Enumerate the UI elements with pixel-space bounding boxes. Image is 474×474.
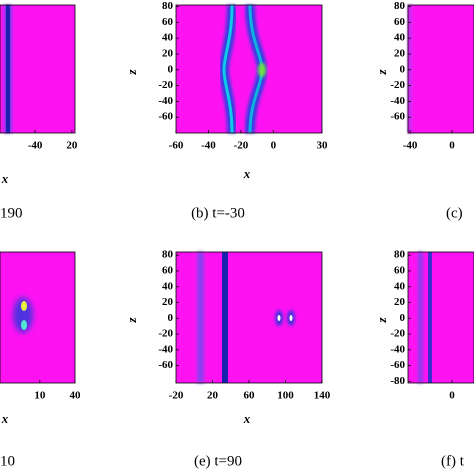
x-axis-label: x — [1, 411, 9, 426]
panel-caption: 10 — [0, 453, 15, 469]
x-tick-label: 40 — [70, 390, 82, 402]
x-tick-label: -40 — [28, 140, 43, 152]
x-tick-label: -20 — [234, 140, 249, 152]
y-tick-label: 0 — [168, 312, 174, 324]
y-tick-label: 80 — [162, 0, 174, 12]
y-tick-label: 80 — [162, 249, 174, 261]
x-tick-label: 10 — [34, 390, 46, 402]
y-tick-label: -80 — [390, 375, 405, 387]
y-axis-label: z — [374, 317, 389, 324]
y-tick-label: -60 — [390, 111, 405, 123]
x-tick-label: 0 — [449, 390, 455, 402]
y-tick-label: 40 — [162, 280, 174, 292]
y-tick-label: 60 — [394, 264, 406, 276]
x-tick-label: 100 — [277, 390, 294, 402]
panel-caption: (f) t — [441, 453, 465, 469]
plot-frame — [407, 251, 474, 384]
y-tick-label: -40 — [158, 343, 173, 355]
y-tick-label: 60 — [162, 264, 174, 276]
y-tick-label: 80 — [394, 249, 406, 261]
y-tick-label: -40 — [390, 95, 405, 107]
plot-frame — [175, 251, 323, 384]
y-tick-label: 20 — [394, 296, 406, 308]
y-tick-label: 0 — [168, 63, 174, 75]
y-tick-label: -40 — [390, 343, 405, 355]
plot-frame — [175, 4, 323, 134]
x-tick-label: 140 — [314, 390, 331, 402]
x-tick-label: -20 — [169, 390, 184, 402]
x-axis-label: x — [1, 171, 9, 186]
field-f — [408, 252, 474, 383]
x-tick-label: 0 — [271, 140, 277, 152]
y-axis-label: z — [374, 69, 389, 76]
panel-caption: (c) — [446, 205, 463, 221]
panel-caption: (b) t=-30 — [191, 205, 245, 221]
x-tick-label: -40 — [403, 140, 418, 152]
y-tick-label: -20 — [390, 79, 405, 91]
field-e — [176, 252, 322, 383]
plot-frame — [407, 4, 474, 134]
x-tick-label: -40 — [201, 140, 216, 152]
y-tick-label: 80 — [394, 0, 406, 12]
x-tick-label: 30 — [317, 140, 329, 152]
x-tick-label: 0 — [449, 140, 455, 152]
field-c — [408, 5, 474, 133]
x-tick-label: 20 — [66, 140, 78, 152]
y-tick-label: -20 — [390, 328, 405, 340]
panel-caption: 190 — [0, 205, 23, 221]
y-axis-label: z — [124, 69, 139, 76]
y-tick-label: 60 — [162, 16, 174, 28]
y-tick-label: -60 — [390, 359, 405, 371]
x-tick-label: -60 — [169, 140, 184, 152]
y-tick-label: 40 — [394, 280, 406, 292]
x-tick-label: 60 — [244, 390, 256, 402]
y-axis-label: z — [124, 317, 139, 324]
y-tick-label: 60 — [394, 16, 406, 28]
field-a — [0, 5, 75, 133]
plot-frame — [0, 4, 76, 134]
x-axis-label: x — [243, 411, 251, 426]
y-tick-label: -20 — [158, 328, 173, 340]
x-tick-label: 20 — [207, 390, 219, 402]
y-tick-label: -60 — [158, 359, 173, 371]
y-tick-label: 0 — [400, 312, 406, 324]
y-tick-label: 40 — [162, 32, 174, 44]
field-d — [0, 252, 75, 383]
y-tick-label: -20 — [158, 79, 173, 91]
field-b — [176, 4, 322, 134]
y-tick-label: 40 — [394, 32, 406, 44]
y-tick-label: 0 — [400, 63, 406, 75]
y-tick-label: -60 — [158, 111, 173, 123]
panel-caption: (e) t=90 — [194, 453, 242, 469]
plot-frame — [0, 251, 76, 384]
y-tick-label: 20 — [394, 48, 406, 60]
y-tick-label: 20 — [162, 296, 174, 308]
y-tick-label: -40 — [158, 95, 173, 107]
x-axis-label: x — [243, 166, 251, 181]
y-tick-label: 20 — [162, 48, 174, 60]
